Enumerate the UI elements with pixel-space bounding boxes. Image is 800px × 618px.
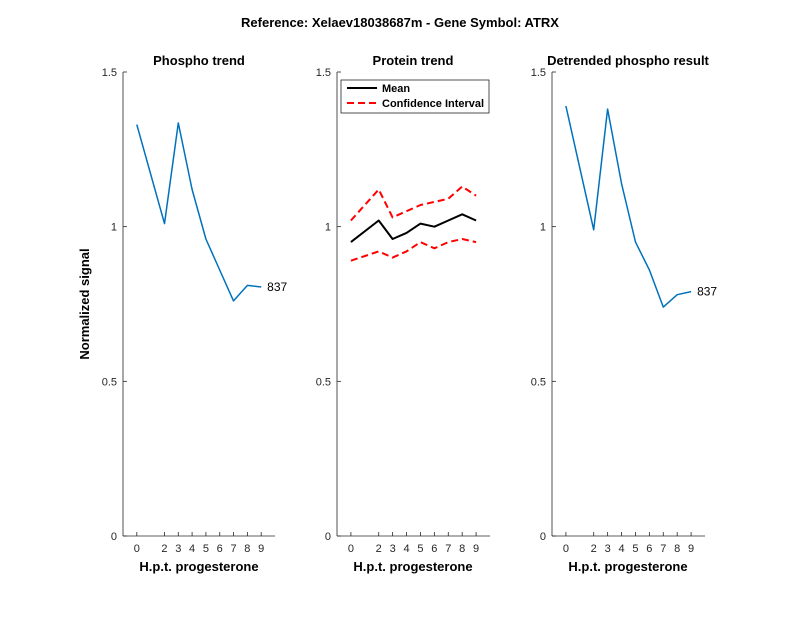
y-tick-label: 1 bbox=[325, 222, 331, 234]
series-end-label: 837 bbox=[267, 280, 287, 294]
y-tick-label: 1.5 bbox=[316, 67, 331, 79]
y-tick-label: 1.5 bbox=[531, 67, 546, 79]
legend-mean-label: Mean bbox=[382, 83, 410, 95]
trend-line bbox=[136, 122, 262, 302]
x-tick-label: 8 bbox=[244, 543, 250, 555]
x-tick-label: 0 bbox=[563, 543, 569, 555]
x-tick-label: 2 bbox=[161, 543, 167, 555]
x-tick-label: 5 bbox=[203, 543, 209, 555]
panel-title: Phospho trend bbox=[153, 53, 245, 68]
x-tick-label: 8 bbox=[459, 543, 465, 555]
x-tick-label: 6 bbox=[217, 543, 223, 555]
y-tick-label: 0 bbox=[325, 531, 331, 543]
y-tick-label: 1.5 bbox=[102, 67, 117, 79]
x-tick-label: 3 bbox=[390, 543, 396, 555]
legend-ci-label: Confidence Interval bbox=[382, 98, 484, 110]
x-tick-label: 7 bbox=[230, 543, 236, 555]
x-axis-label: H.p.t. progesterone bbox=[568, 559, 687, 574]
x-axis-label: H.p.t. progesterone bbox=[139, 559, 258, 574]
x-tick-label: 4 bbox=[189, 543, 195, 555]
x-tick-label: 7 bbox=[445, 543, 451, 555]
x-tick-label: 3 bbox=[175, 543, 181, 555]
ci-lower-line bbox=[350, 238, 477, 262]
x-tick-label: 2 bbox=[376, 543, 382, 555]
series-end-label: 837 bbox=[697, 285, 717, 299]
y-tick-label: 0.5 bbox=[531, 376, 546, 388]
phospho-trend-panel: Phospho trend H.p.t. progesterone Normal… bbox=[77, 53, 288, 574]
x-tick-label: 3 bbox=[605, 543, 611, 555]
x-tick-label: 0 bbox=[134, 543, 140, 555]
detrended-phospho-panel: Detrended phospho result H.p.t. progeste… bbox=[531, 53, 718, 574]
x-tick-label: 9 bbox=[688, 543, 694, 555]
legend-box bbox=[340, 79, 490, 114]
x-tick-label: 5 bbox=[632, 543, 638, 555]
ci-upper-line bbox=[350, 185, 477, 222]
x-tick-label: 0 bbox=[348, 543, 354, 555]
x-tick-label: 6 bbox=[431, 543, 437, 555]
y-tick-label: 0.5 bbox=[102, 376, 117, 388]
y-tick-label: 0.5 bbox=[316, 376, 331, 388]
y-tick-label: 1 bbox=[111, 222, 117, 234]
y-tick-label: 0 bbox=[111, 531, 117, 543]
x-tick-label: 4 bbox=[618, 543, 624, 555]
figure-title: Reference: Xelaev18038687m - Gene Symbol… bbox=[241, 15, 559, 30]
x-tick-label: 8 bbox=[674, 543, 680, 555]
legend: Mean Confidence Interval bbox=[340, 79, 490, 114]
y-axis-label: Normalized signal bbox=[77, 248, 92, 359]
panel-title: Protein trend bbox=[373, 53, 454, 68]
protein-trend-panel: Protein trend H.p.t. progesterone Mean C… bbox=[316, 53, 490, 574]
x-tick-label: 9 bbox=[258, 543, 264, 555]
x-tick-label: 5 bbox=[417, 543, 423, 555]
y-tick-label: 0 bbox=[540, 531, 546, 543]
y-tick-label: 1 bbox=[540, 222, 546, 234]
x-tick-label: 4 bbox=[403, 543, 409, 555]
x-tick-label: 7 bbox=[660, 543, 666, 555]
x-tick-label: 2 bbox=[591, 543, 597, 555]
x-tick-label: 6 bbox=[646, 543, 652, 555]
panel-title: Detrended phospho result bbox=[547, 53, 709, 68]
trend-line bbox=[565, 105, 692, 308]
x-axis-label: H.p.t. progesterone bbox=[353, 559, 472, 574]
mean-line bbox=[350, 213, 477, 243]
x-tick-label: 9 bbox=[473, 543, 479, 555]
